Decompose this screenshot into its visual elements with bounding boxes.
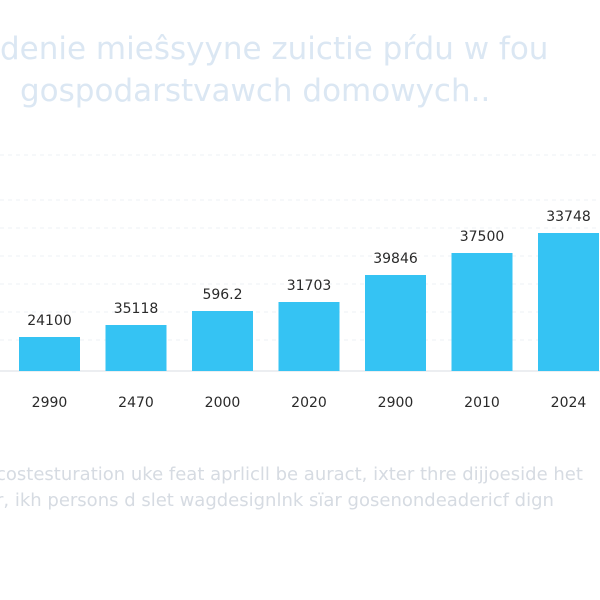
chart-title-line-2: gospodarstvawch domowych.. bbox=[20, 73, 491, 109]
bar-2020 bbox=[278, 302, 340, 371]
chart-bars bbox=[19, 233, 599, 371]
bar-2010 bbox=[451, 253, 513, 371]
x-tick-label-2470: 2470 bbox=[118, 395, 154, 411]
bar-2470 bbox=[105, 325, 167, 371]
x-tick-label-2000: 2000 bbox=[205, 395, 241, 411]
chart-title: denie mieŝsyyne zuictie pŕdu w fou gospo… bbox=[0, 28, 600, 112]
chart-value-labels: 24100 35118 596.2 31703 39846 37500 33748 bbox=[27, 209, 591, 329]
x-tick-label-2020: 2020 bbox=[291, 395, 327, 411]
bar-2900 bbox=[365, 275, 426, 371]
chart-title-line-1: denie mieŝsyyne zuictie pŕdu w fou bbox=[0, 31, 549, 67]
x-tick-label-2900: 2900 bbox=[378, 395, 414, 411]
value-label-2000: 596.2 bbox=[202, 287, 242, 303]
bar-2000 bbox=[192, 311, 253, 371]
x-tick-label-2990: 2990 bbox=[32, 395, 68, 411]
value-label-2900: 39846 bbox=[373, 251, 418, 267]
value-label-2024: 33748 bbox=[546, 209, 591, 225]
chart-x-tick-labels: 2990 2470 2000 2020 2900 2010 2024 bbox=[32, 395, 587, 411]
chart-caption: costesturation uke feat aprlicll be aura… bbox=[0, 462, 600, 514]
value-label-2470: 35118 bbox=[114, 301, 159, 317]
chart-caption-line-1: costesturation uke feat aprlicll be aura… bbox=[0, 464, 583, 485]
x-tick-label-2010: 2010 bbox=[464, 395, 500, 411]
value-label-2020: 31703 bbox=[287, 278, 332, 294]
chart-caption-line-2: r, ikh persons d slet wagdesignlnk sïar … bbox=[0, 490, 554, 511]
bar-2024 bbox=[538, 233, 599, 371]
value-label-2990: 24100 bbox=[27, 313, 72, 329]
x-tick-label-2024: 2024 bbox=[551, 395, 587, 411]
value-label-2010: 37500 bbox=[460, 229, 505, 245]
bar-2990 bbox=[19, 337, 80, 371]
